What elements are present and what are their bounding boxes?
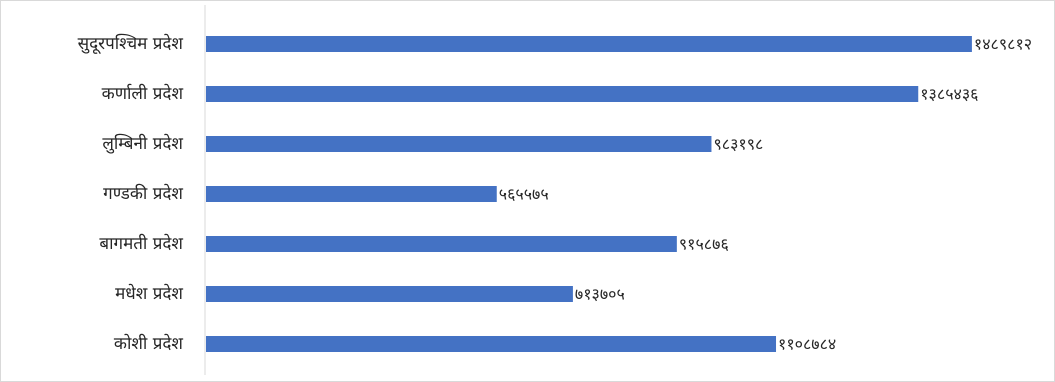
value-label: १४८९८१२ [974,35,1032,54]
category-label: बागमती प्रदेश [99,233,183,254]
value-label: ९१५८७६ [679,235,729,254]
category-label: सुदूरपश्चिम प्रदेश [78,33,184,54]
bar [206,136,712,152]
value-label: १३८५४३६ [920,85,978,104]
value-labels-group: १४८९८१२ १३८५४३६ ९८३१९८ ५६५५७५ ९१५८७६ ७१३७०५ ११… [499,35,1032,354]
bar [206,36,972,52]
category-label: गण्डकी प्रदेश [103,183,183,204]
value-label: ५६५५७५ [499,185,549,204]
category-label: मधेश प्रदेश [115,283,183,304]
bar [206,286,573,302]
value-label: ११०८७८४ [778,335,836,354]
category-label: कोशी प्रदेश [114,333,184,354]
bar [206,336,777,352]
bars-group [206,36,972,352]
bar [206,236,677,252]
category-label: लुम्बिनी प्रदेश [102,133,183,154]
category-labels-group: सुदूरपश्चिम प्रदेश कर्णाली प्रदेश लुम्बिनी… [78,33,184,354]
bar [206,86,919,102]
bar [206,186,497,202]
value-label: ७१३७०५ [575,285,625,304]
value-label: ९८३१९८ [713,135,763,154]
category-label: कर्णाली प्रदेश [102,83,184,104]
